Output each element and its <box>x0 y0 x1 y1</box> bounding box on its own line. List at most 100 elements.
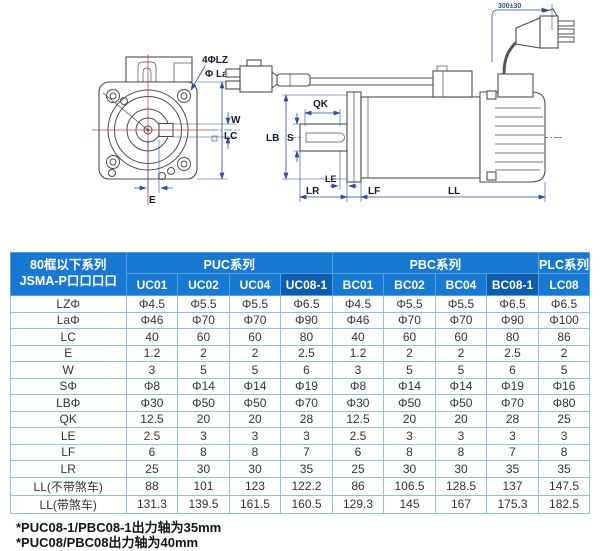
spec-cell: 80 <box>486 328 539 346</box>
spec-cell: Φ50 <box>383 394 436 412</box>
spec-cell: 2.5 <box>486 344 539 362</box>
spec-cell: 6 <box>280 361 333 379</box>
footnotes: *PUC08-1/PBC08-1出力轴为35mm *PUC08/PBC08出力轴… <box>16 519 600 551</box>
col-header-bc04: BC04 <box>434 273 488 296</box>
col-header-uc04: UC04 <box>228 273 282 296</box>
row-label: W <box>9 361 127 379</box>
spec-cell: Φ30 <box>125 394 179 412</box>
left-cable <box>310 77 433 86</box>
dim-label-lb: LB <box>266 133 279 144</box>
spec-cell: Φ6.5 <box>537 295 591 313</box>
table-row: LF 6 8 8 7 6 8 8 7 8 <box>9 443 591 461</box>
spec-table: 80框以下系列 JSMA-P口口口口 PUC系列 PBC系列 PLC系列 UC0… <box>9 252 591 514</box>
spec-cell: 35 <box>280 460 333 478</box>
dim-label-e: E <box>149 195 156 206</box>
row-label: LR <box>9 460 127 478</box>
dim-label-w: W <box>231 115 241 126</box>
spec-cell: 6 <box>125 443 179 461</box>
spec-cell: 8 <box>434 443 488 461</box>
spec-cell: Φ16 <box>537 377 591 395</box>
spec-cell: 5 <box>537 361 591 379</box>
dim-label-pilot: Φ La <box>205 69 228 80</box>
table-row: QK 12.5 20 20 28 12.5 20 20 28 25 <box>9 410 591 428</box>
col-header-lc08: LC08 <box>537 273 591 296</box>
dim-label-cable-length: 300±30 <box>498 3 521 10</box>
spec-cell: 30 <box>434 460 488 478</box>
spec-cell: 30 <box>383 460 436 478</box>
table-row: SΦ Φ8 Φ14 Φ14 Φ19 Φ8 Φ14 Φ14 Φ19 Φ16 <box>9 377 591 395</box>
spec-cell: Φ46 <box>125 311 179 329</box>
spec-cell: 80 <box>280 328 333 346</box>
spec-cell: 12.5 <box>331 410 385 428</box>
spec-cell: 3 <box>383 427 436 445</box>
spec-cell: 88 <box>125 476 179 496</box>
spec-cell: 2 <box>383 344 436 362</box>
spec-cell: 137 <box>486 476 539 496</box>
spec-cell: Φ50 <box>228 394 282 412</box>
spec-cell: Φ90 <box>486 311 539 329</box>
spec-cell: 20 <box>228 410 282 428</box>
spec-cell: Φ6.5 <box>280 295 333 313</box>
cable-length-dimension <box>491 7 549 62</box>
spec-cell: Φ46 <box>331 311 385 329</box>
table-row: LR 25 30 30 35 25 30 30 35 35 <box>9 460 591 478</box>
spec-cell: 3 <box>486 427 539 445</box>
col-header-uc01: UC01 <box>125 273 179 296</box>
spec-cell: 175.3 <box>486 494 539 514</box>
spec-cell: 131.3 <box>125 494 179 514</box>
spec-cell: Φ70 <box>177 311 230 329</box>
dim-label-le: LE <box>325 174 337 184</box>
spec-table-body: LZΦ Φ4.5 Φ5.5 Φ5.5 Φ6.5 Φ4.5 Φ5.5 Φ5.5 Φ6.5 Φ6.5 L… <box>9 295 591 514</box>
table-row: LC 40 60 60 80 40 60 60 80 86 <box>9 328 591 346</box>
motor-side-view: 300±30 LB S QK LE LR LF LL <box>225 3 575 202</box>
spec-cell: 182.5 <box>537 494 591 514</box>
col-header-uc08-1: UC08-1 <box>280 273 333 296</box>
row-label: LE <box>9 427 127 445</box>
footnote-1: *PUC08-1/PBC08-1出力轴为35mm <box>16 519 222 535</box>
spec-cell: Φ70 <box>434 311 488 329</box>
spec-cell: 40 <box>125 328 179 346</box>
spec-cell: 25 <box>331 460 385 478</box>
motor-front-view: 4ΦLZ Φ La W LC E <box>92 54 241 206</box>
dim-label-lr: LR <box>306 186 320 197</box>
spec-cell: 60 <box>434 328 488 346</box>
spec-cell: 139.5 <box>177 494 230 514</box>
spec-cell: Φ5.5 <box>228 295 282 313</box>
spec-cell: Φ5.5 <box>434 295 488 313</box>
side-rear-cover <box>479 91 546 183</box>
spec-cell: 122.2 <box>280 476 333 496</box>
spec-cell: 20 <box>383 410 436 428</box>
group-header-pbc: PBC系列 <box>331 252 539 274</box>
dim-label-s: S <box>287 133 294 144</box>
motor-drawing-svg: 4ΦLZ Φ La W LC E <box>92 3 575 206</box>
corner-header-line2: JSMA-P口口口口 <box>19 274 117 288</box>
spec-cell: 35 <box>486 460 539 478</box>
spec-cell: 30 <box>228 460 282 478</box>
spec-cell: 25 <box>125 460 179 478</box>
spec-cell: 28 <box>486 410 539 428</box>
spec-cell: 8 <box>537 443 591 461</box>
spec-cell: 123 <box>228 476 282 496</box>
spec-cell: 161.5 <box>228 494 282 514</box>
col-header-bc01: BC01 <box>331 273 385 296</box>
col-header-bc02: BC02 <box>383 273 436 296</box>
spec-cell: 101 <box>177 476 230 496</box>
spec-cell: Φ50 <box>434 394 488 412</box>
dim-label-lf: LF <box>368 186 380 197</box>
table-row: LL(不带煞车) 88 101 123 122.2 86 106.5 128.5 137 147.… <box>9 476 591 496</box>
table-row: E 1.2 2 2 2.5 1.2 2 2 2.5 2 <box>9 344 591 362</box>
spec-cell: 3 <box>177 427 230 445</box>
spec-cell: 3 <box>125 361 179 379</box>
spec-cell: 147.5 <box>537 476 591 496</box>
encoder-connector-taper <box>515 17 541 49</box>
row-label: LBΦ <box>9 394 127 412</box>
dim-label-qk: QK <box>313 99 329 110</box>
front-keyhole-outline <box>137 61 157 82</box>
spec-cell: 2.5 <box>125 427 179 445</box>
spec-cell: 25 <box>537 410 591 428</box>
side-body <box>360 96 481 179</box>
spec-cell: Φ6.5 <box>486 295 539 313</box>
spec-cell: Φ14 <box>228 377 282 395</box>
spec-cell: 167 <box>434 494 488 514</box>
row-label: LC <box>9 328 127 346</box>
